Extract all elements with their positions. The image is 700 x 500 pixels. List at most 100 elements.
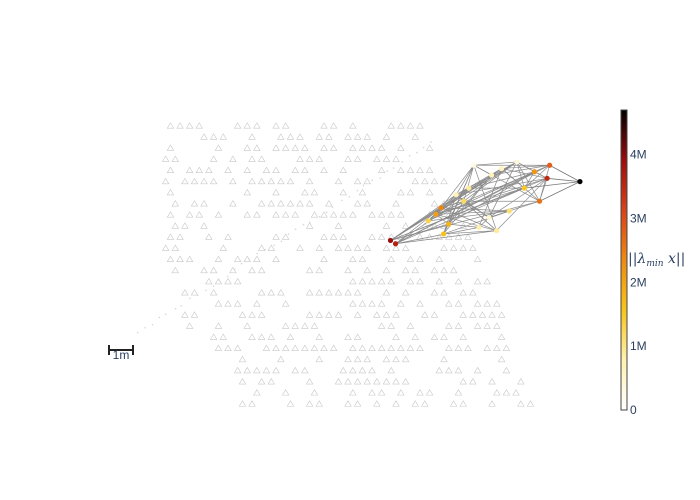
mesh-cell: [229, 200, 237, 207]
mesh-cell: [214, 211, 223, 218]
mesh-cell: [497, 333, 506, 340]
mesh-cell: [339, 211, 347, 218]
mesh-cell: [291, 211, 299, 218]
mesh-cell: [281, 389, 290, 396]
mesh-cell: [195, 166, 203, 174]
edge: [491, 164, 550, 176]
mesh-cell: [397, 166, 405, 174]
edge: [463, 165, 475, 202]
mesh-node[interactable]: [547, 162, 553, 168]
edge: [395, 161, 517, 245]
mesh-node[interactable]: [506, 208, 512, 214]
edge: [516, 161, 548, 179]
mesh-cell: [224, 233, 232, 240]
mesh-node[interactable]: [493, 228, 500, 234]
mesh-cell: [377, 211, 386, 218]
mesh-cell: [459, 311, 467, 318]
mesh-cell: [200, 222, 208, 229]
mesh-node[interactable]: [476, 224, 482, 230]
mesh-cell: [497, 355, 506, 363]
mesh-cell: [200, 133, 208, 140]
mesh-cell: [205, 166, 213, 174]
edge: [488, 200, 540, 218]
mesh-cell: [185, 255, 194, 262]
mesh-cell: [497, 311, 506, 318]
mesh-node[interactable]: [521, 185, 527, 191]
mesh-cell: [421, 400, 429, 407]
mesh-cell: [320, 344, 328, 351]
mesh-cell: [435, 255, 443, 262]
mesh-point: [136, 331, 139, 334]
edge: [496, 178, 548, 231]
mesh-point: [144, 326, 146, 329]
edge: [448, 171, 535, 225]
mesh-cell: [281, 233, 290, 240]
mesh-node[interactable]: [536, 198, 543, 204]
mesh-cell: [296, 244, 304, 251]
mesh-point: [280, 240, 283, 243]
mesh-cell: [166, 144, 175, 151]
mesh-point: [218, 280, 221, 282]
mesh-node[interactable]: [471, 162, 477, 168]
mesh-cell: [257, 311, 266, 318]
mesh-node[interactable]: [440, 231, 447, 237]
mesh-cell: [253, 255, 261, 262]
mesh-node[interactable]: [453, 192, 459, 198]
mesh-cell: [334, 244, 343, 251]
mesh-cell: [185, 211, 194, 218]
mesh-cell: [301, 322, 309, 329]
mesh-node[interactable]: [438, 205, 444, 211]
mesh-cell: [195, 211, 203, 218]
mesh-node[interactable]: [433, 211, 439, 217]
mesh-point: [189, 297, 191, 300]
mesh-cell: [349, 255, 357, 262]
mesh-node[interactable]: [499, 165, 505, 172]
edge: [448, 223, 479, 228]
mesh-node[interactable]: [486, 214, 492, 221]
mesh-node[interactable]: [531, 169, 538, 175]
mesh-cell: [301, 188, 309, 196]
mesh-cell: [166, 233, 175, 240]
anchor-node[interactable]: [577, 178, 583, 185]
edge: [440, 207, 497, 231]
mesh-cell: [281, 344, 290, 351]
mesh-node[interactable]: [544, 175, 550, 181]
mesh-cell: [368, 366, 376, 374]
mesh-point: [348, 195, 351, 198]
mesh-cell: [296, 133, 304, 140]
mesh-node[interactable]: [445, 221, 452, 227]
mesh-cell: [454, 277, 463, 285]
mesh-cell: [397, 389, 405, 396]
mesh-point: [356, 189, 359, 192]
mesh-cell: [401, 289, 410, 296]
mesh-cell: [185, 322, 194, 329]
mesh-cell: [272, 344, 280, 351]
mesh-node[interactable]: [466, 185, 472, 191]
mesh-cell: [493, 389, 501, 396]
edge: [448, 174, 492, 225]
mesh-cell: [286, 400, 295, 407]
mesh-cell: [353, 400, 362, 407]
mesh-cell: [406, 322, 415, 329]
mesh-cell: [344, 289, 352, 296]
mesh-cell: [224, 277, 232, 285]
mesh-node[interactable]: [514, 159, 520, 165]
mesh-cell: [387, 322, 395, 329]
mesh-cell: [377, 277, 386, 285]
mesh-cell: [387, 122, 395, 129]
mesh-cell: [459, 377, 467, 385]
mesh-cell: [416, 389, 424, 396]
colorbar[interactable]: 0 1M 2M 3M 4M ||λmin x||: [620, 109, 685, 417]
mesh-node[interactable]: [425, 218, 431, 224]
mesh-node[interactable]: [488, 172, 495, 178]
mesh-cell: [214, 144, 223, 151]
mesh-node[interactable]: [392, 241, 399, 247]
mesh-node[interactable]: [387, 237, 394, 244]
mesh-cell: [411, 333, 419, 340]
mesh-cell: [368, 233, 376, 240]
mesh-cell: [267, 177, 275, 185]
edge: [463, 161, 518, 202]
mesh-cell: [200, 266, 208, 274]
mesh-node[interactable]: [461, 198, 467, 204]
